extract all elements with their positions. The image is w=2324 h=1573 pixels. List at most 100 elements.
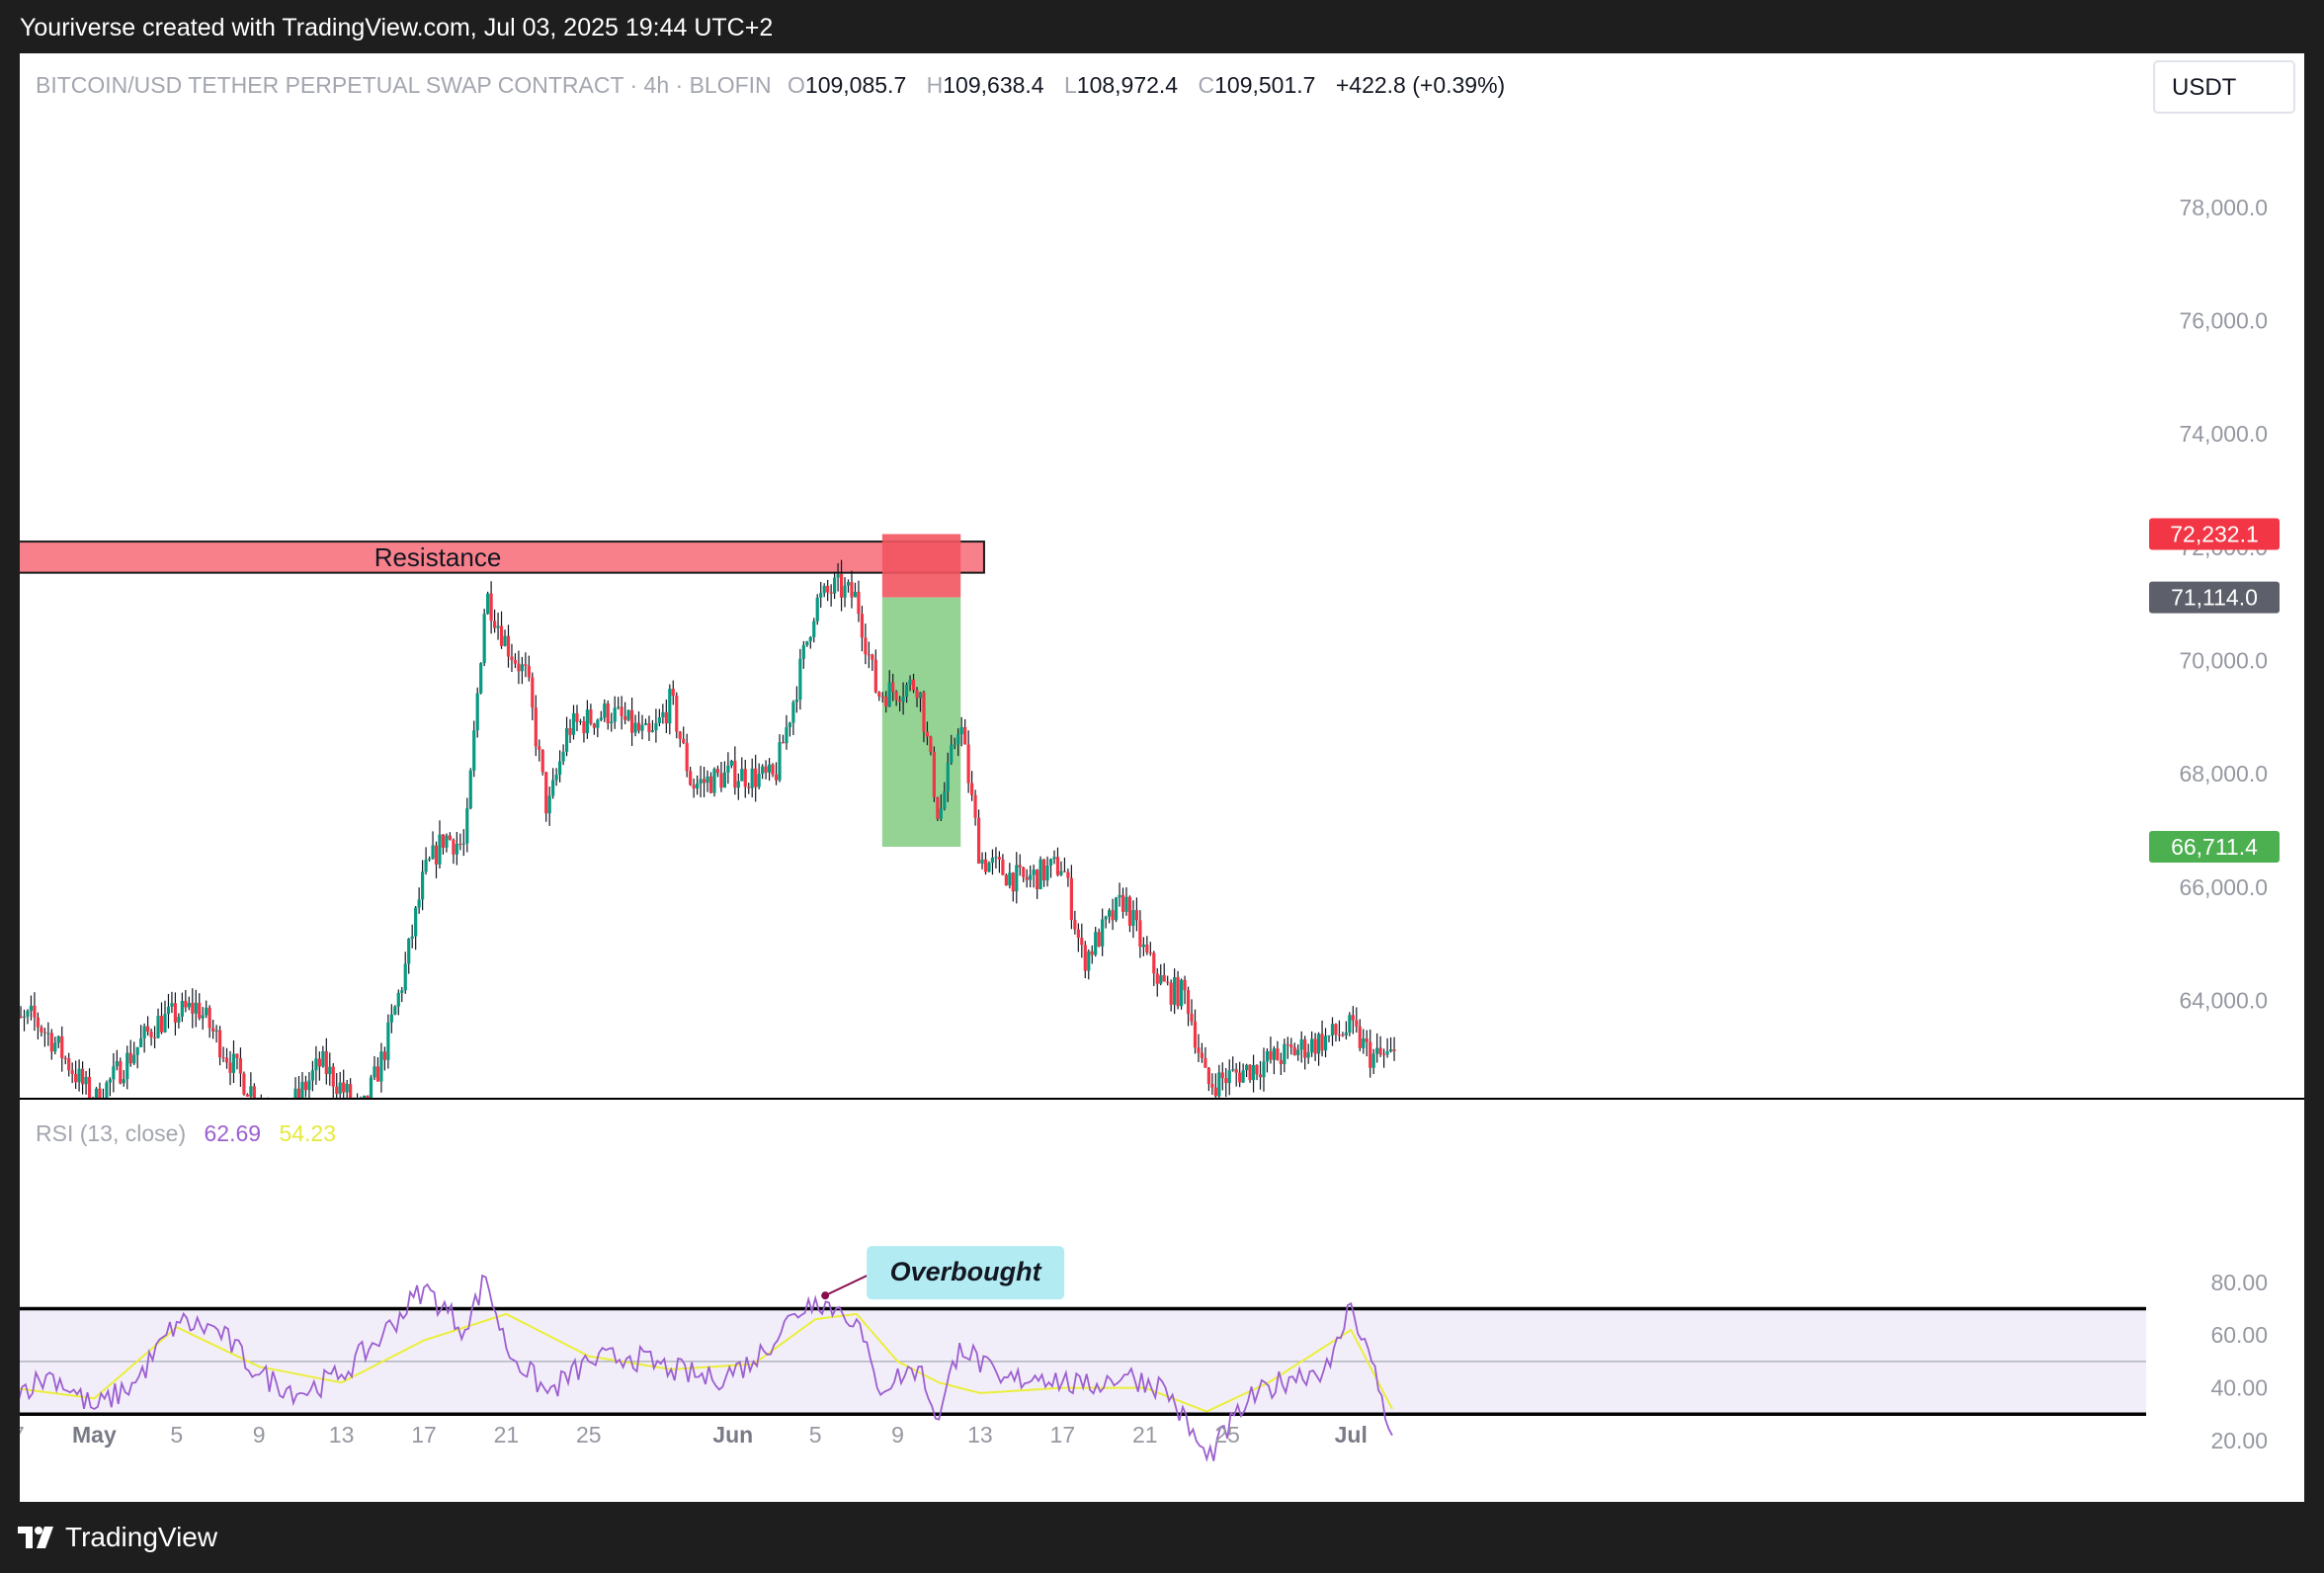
candle-body — [112, 1066, 116, 1080]
candle-body — [410, 936, 414, 939]
candle-body — [345, 1084, 349, 1093]
candle-body — [238, 1058, 243, 1074]
candle-body — [242, 1073, 246, 1095]
candle-body — [382, 1051, 386, 1060]
price-label-gray[interactable] — [2149, 581, 2280, 614]
candle-body — [132, 1054, 136, 1064]
candle-body — [1004, 874, 1008, 886]
resistance-zone[interactable] — [0, 540, 985, 574]
candle-body — [990, 857, 995, 864]
candle-body — [1190, 1014, 1194, 1022]
candle-body — [1251, 1064, 1256, 1081]
time-tick-label: 5 — [809, 1422, 822, 1448]
candle-body — [932, 751, 936, 797]
candle-body — [898, 700, 902, 703]
candle-body — [60, 1035, 64, 1058]
currency-button[interactable]: USDT — [2153, 60, 2295, 114]
candle-body — [1220, 1072, 1224, 1079]
candle-body — [1210, 1083, 1214, 1088]
candle-body — [211, 1028, 215, 1032]
high-value: 109,638.4 — [943, 72, 1044, 98]
price-pane[interactable]: 64,000.066,000.068,000.070,000.072,000.0… — [0, 81, 2280, 1098]
candle-body — [558, 761, 562, 776]
chart-frame[interactable]: 64,000.066,000.068,000.070,000.072,000.0… — [0, 53, 2304, 1502]
candle-body — [908, 679, 912, 685]
candle-body — [689, 771, 693, 786]
candle-body — [726, 765, 730, 773]
candle-body — [56, 1035, 60, 1043]
symbol-legend: BITCOIN/USD TETHER PERPETUAL SWAP CONTRA… — [36, 72, 1505, 98]
chart-canvas[interactable]: 64,000.066,000.068,000.070,000.072,000.0… — [0, 53, 2304, 1502]
candle-body — [177, 1016, 181, 1023]
change-value: +422.8 (+0.39%) — [1336, 72, 1505, 98]
rsi-pane[interactable]: 20.00 40.00 60.00 80.00 Overbought — [11, 1246, 2268, 1462]
candle-body — [421, 871, 425, 900]
candle-body — [884, 697, 888, 706]
candle-body — [1090, 951, 1094, 955]
candle-body — [1231, 1069, 1235, 1071]
candle-body — [836, 574, 840, 578]
price-label-green[interactable] — [2149, 831, 2280, 864]
candle-body — [613, 707, 617, 722]
candle-body — [455, 844, 458, 855]
candle-body — [40, 1027, 43, 1033]
candle-body — [1334, 1024, 1338, 1035]
candle-body — [125, 1052, 129, 1080]
low-label: L — [1064, 72, 1077, 98]
candle-body — [1323, 1035, 1328, 1051]
rsi-legend: RSI (13, close) 62.69 54.23 — [36, 1120, 336, 1146]
candle-body — [551, 780, 555, 796]
time-tick-label: 9 — [891, 1422, 904, 1448]
candle-body — [159, 1016, 164, 1033]
candle-body — [1327, 1035, 1331, 1036]
candle-body — [1204, 1057, 1207, 1068]
candle-body — [503, 635, 507, 646]
stop-loss-zone[interactable] — [881, 534, 961, 598]
candle-body — [966, 744, 970, 784]
candle-body — [1169, 982, 1173, 1005]
candle-body — [1344, 1032, 1348, 1035]
candle-body — [1032, 869, 1036, 875]
candle-body — [1145, 945, 1149, 952]
candle-body — [349, 1084, 353, 1098]
candle-body — [668, 689, 672, 724]
candle-body — [1048, 859, 1053, 866]
candle-body — [733, 761, 737, 788]
candle-body — [943, 791, 947, 809]
candle-body — [335, 1086, 339, 1095]
candle-body — [564, 727, 569, 752]
candle-body — [389, 1014, 393, 1023]
candle-body — [554, 775, 558, 781]
candle-body — [589, 709, 593, 724]
take-profit-zone[interactable] — [881, 597, 961, 848]
candle-body — [201, 1015, 205, 1019]
candle-body — [922, 692, 926, 732]
candle-body — [592, 723, 596, 728]
tradingview-logo[interactable]: TradingView — [18, 1520, 217, 1555]
price-label-red[interactable] — [2149, 518, 2280, 550]
overbought-callout[interactable] — [867, 1246, 1065, 1300]
candle-body — [63, 1057, 67, 1059]
candle-body — [596, 719, 600, 728]
price-tick-label: 66,000.0 — [2179, 874, 2268, 900]
candle-body — [1186, 990, 1191, 1015]
candle-body — [438, 834, 442, 865]
candle-body — [650, 730, 655, 732]
candle-body — [19, 1016, 23, 1018]
candle-body — [699, 779, 703, 784]
candle-body — [166, 1006, 171, 1015]
candle-body — [873, 659, 877, 693]
candle-body — [1330, 1024, 1335, 1035]
candle-body — [946, 762, 950, 792]
candle-body — [517, 663, 521, 672]
candle-body — [1041, 859, 1046, 881]
candle-body — [846, 582, 851, 586]
candle-body — [750, 768, 754, 788]
candle-body — [575, 712, 579, 722]
candle-body — [778, 742, 782, 781]
time-axis[interactable]: 27 May 5 9 13 17 21 25 Jun 5 9 13 17 21 25 Jul — [0, 1422, 1368, 1448]
candle-body — [1200, 1052, 1204, 1058]
candle-body — [1234, 1069, 1238, 1073]
candle-body — [1299, 1038, 1303, 1050]
candle-body — [582, 721, 586, 734]
